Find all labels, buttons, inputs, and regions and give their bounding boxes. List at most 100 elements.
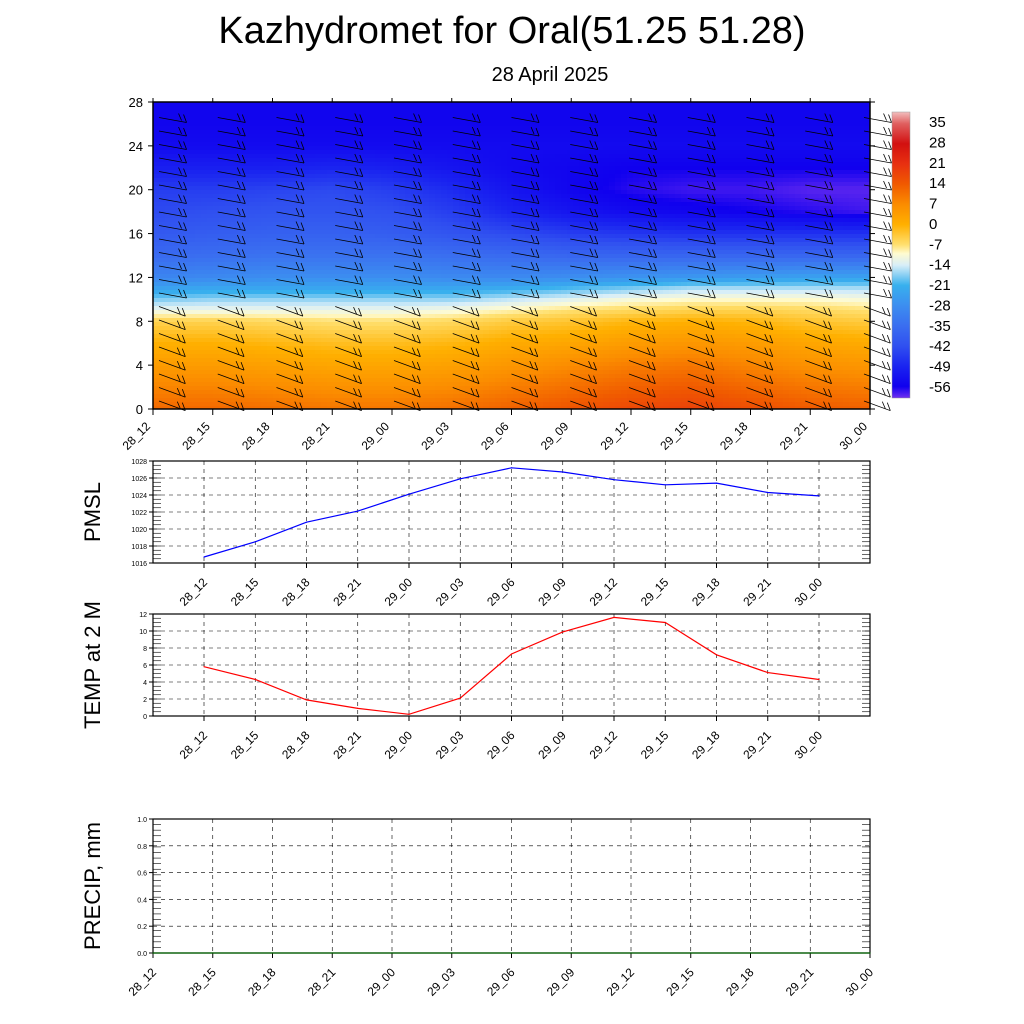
heatmap-cell: [165, 138, 172, 143]
heatmap-cell: [819, 138, 826, 143]
heatmap-cell: [645, 106, 652, 111]
heatmap-cell: [663, 106, 670, 111]
heatmap-cell: [483, 154, 490, 159]
heatmap-cell: [771, 142, 778, 147]
heatmap-cell: [507, 162, 514, 167]
heatmap-cell: [483, 254, 490, 259]
heatmap-cell: [381, 158, 388, 163]
heatmap-cell: [705, 122, 712, 127]
heatmap-cell: [729, 158, 736, 163]
heatmap-cell: [363, 234, 370, 239]
heatmap-cell: [777, 242, 784, 247]
heatmap-cell: [495, 198, 502, 203]
heatmap-cell: [771, 234, 778, 239]
heatmap-cell: [867, 218, 871, 223]
heatmap-cell: [267, 266, 274, 271]
heatmap-cell: [525, 262, 532, 267]
heatmap-cell: [621, 158, 628, 163]
heatmap-cell: [633, 202, 640, 207]
heatmap-cell: [681, 158, 688, 163]
heatmap-cell: [657, 102, 664, 107]
heatmap-cell: [543, 154, 550, 159]
heatmap-cell: [447, 262, 454, 267]
heatmap-cell: [633, 214, 640, 219]
heatmap-cell: [801, 198, 808, 203]
heatmap-cell: [591, 114, 598, 119]
heatmap-cell: [753, 246, 760, 251]
heatmap-cell: [621, 238, 628, 243]
heatmap-cell: [495, 238, 502, 243]
heatmap-cell: [309, 134, 316, 139]
heatmap-cell: [465, 134, 472, 139]
heatmap-cell: [501, 226, 508, 231]
heatmap-cell: [693, 258, 700, 263]
heatmap-cell: [747, 198, 754, 203]
heatmap-cell: [393, 142, 400, 147]
heatmap-cell: [753, 138, 760, 143]
heatmap-cell: [537, 262, 544, 267]
heatmap-cell: [633, 126, 640, 131]
heatmap-cell: [729, 250, 736, 255]
heatmap-cell: [273, 242, 280, 247]
heatmap-cell: [693, 170, 700, 175]
heatmap-cell: [825, 158, 832, 163]
heatmap-cell: [159, 234, 166, 239]
heatmap-cell: [477, 186, 484, 191]
heatmap-cell: [255, 182, 262, 187]
heatmap-cell: [303, 150, 310, 155]
heatmap-cell: [195, 126, 202, 131]
heatmap-cell: [405, 238, 412, 243]
heatmap-cell: [693, 114, 700, 119]
heatmap-cell: [837, 166, 844, 171]
heatmap-cell: [855, 214, 862, 219]
heatmap-cell: [375, 186, 382, 191]
heatmap-cell: [831, 158, 838, 163]
heatmap-cell: [393, 246, 400, 251]
heatmap-cell: [453, 206, 460, 211]
heatmap-cell: [273, 162, 280, 167]
heatmap-cell: [225, 166, 232, 171]
heatmap-cell: [537, 202, 544, 207]
heatmap-cell: [261, 138, 268, 143]
heatmap-cell: [651, 238, 658, 243]
heatmap-cell: [627, 238, 634, 243]
heatmap-cell: [405, 222, 412, 227]
heatmap-cell: [435, 186, 442, 191]
heatmap-cell: [543, 210, 550, 215]
heatmap-cell: [651, 166, 658, 171]
heatmap-cell: [561, 234, 568, 239]
heatmap-cell: [483, 238, 490, 243]
heatmap-cell: [405, 214, 412, 219]
heatmap-cell: [609, 190, 616, 195]
heatmap-cell: [207, 242, 214, 247]
heatmap-cell: [693, 250, 700, 255]
heatmap-cell: [519, 194, 526, 199]
heatmap-cell: [363, 266, 370, 271]
heatmap-cell: [489, 154, 496, 159]
heatmap-cell: [429, 142, 436, 147]
heatmap-cell: [285, 126, 292, 131]
heatmap-cell: [177, 262, 184, 267]
heatmap-cell: [699, 230, 706, 235]
heatmap-cell: [753, 258, 760, 263]
heatmap-cell: [543, 226, 550, 231]
heatmap-cell: [801, 254, 808, 259]
heatmap-cell: [231, 206, 238, 211]
heatmap-cell: [201, 250, 208, 255]
heatmap-cell: [765, 142, 772, 147]
heatmap-cell: [735, 158, 742, 163]
heatmap-cell: [615, 230, 622, 235]
heatmap-cell: [153, 170, 160, 175]
heatmap-cell: [711, 166, 718, 171]
heatmap-cell: [573, 138, 580, 143]
heatmap-cell: [867, 106, 871, 111]
heatmap-cell: [411, 226, 418, 231]
heatmap-cell: [819, 150, 826, 155]
heatmap-cell: [765, 166, 772, 171]
heatmap-cell: [405, 210, 412, 215]
heatmap-cell: [339, 218, 346, 223]
heatmap-cell: [153, 250, 160, 255]
heatmap-cell: [183, 230, 190, 235]
heatmap-cell: [393, 222, 400, 227]
heatmap-cell: [297, 190, 304, 195]
